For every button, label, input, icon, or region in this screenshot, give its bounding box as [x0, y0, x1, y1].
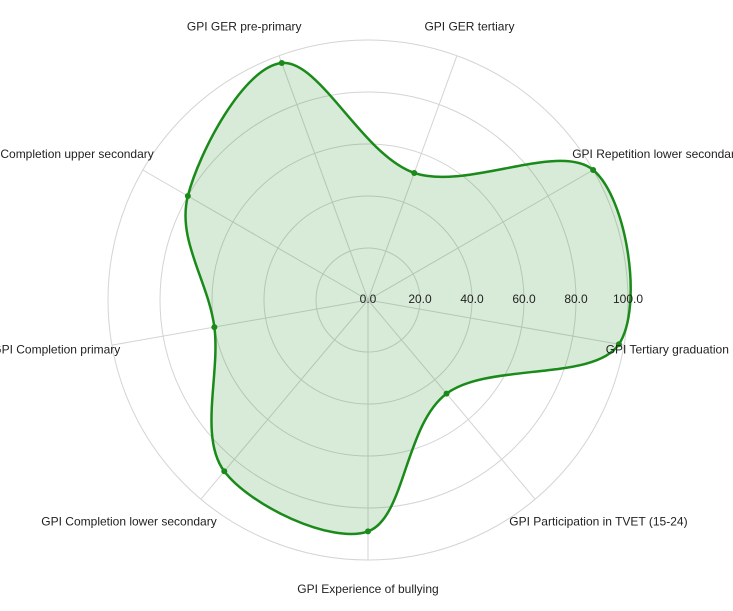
r-tick-label: 20.0	[408, 292, 432, 306]
r-tick-label: 60.0	[512, 292, 536, 306]
category-label: GPI GER tertiary	[424, 20, 514, 34]
radar-point	[278, 60, 285, 67]
radar-area	[184, 61, 632, 536]
category-label: GPI Completion lower secondary	[41, 514, 216, 528]
radar-point	[184, 193, 191, 199]
spoke	[278, 55, 369, 301]
category-label: GPI Participation in TVET (15-24)	[509, 514, 687, 528]
radar-point	[211, 324, 218, 331]
r-tick-label: 40.0	[460, 292, 484, 306]
radar-point	[615, 341, 622, 348]
spoke	[111, 299, 369, 346]
category-label: GPI Experience of bullying	[297, 582, 438, 596]
category-label: GPI Tertiary graduation	[606, 343, 729, 357]
r-tick-label: 80.0	[564, 292, 588, 306]
radar-point	[590, 167, 597, 173]
category-label: GPI Completion upper secondary	[0, 147, 154, 161]
spoke	[200, 299, 369, 500]
radar-point	[443, 390, 450, 397]
radar-point	[365, 528, 371, 535]
spoke	[367, 55, 458, 301]
category-label: GPI Completion primary	[0, 343, 120, 357]
spoke	[142, 169, 369, 301]
r-tick-label: 100.0	[613, 292, 643, 306]
spoke	[367, 299, 536, 500]
radar-point	[411, 169, 418, 176]
category-label: GPI Repetition lower secondary	[572, 147, 733, 161]
category-label: GPI GER pre-primary	[187, 20, 302, 34]
spoke	[367, 169, 594, 301]
radar-point	[221, 468, 228, 475]
r-tick-label: 0.0	[360, 292, 377, 306]
spoke	[367, 299, 625, 346]
